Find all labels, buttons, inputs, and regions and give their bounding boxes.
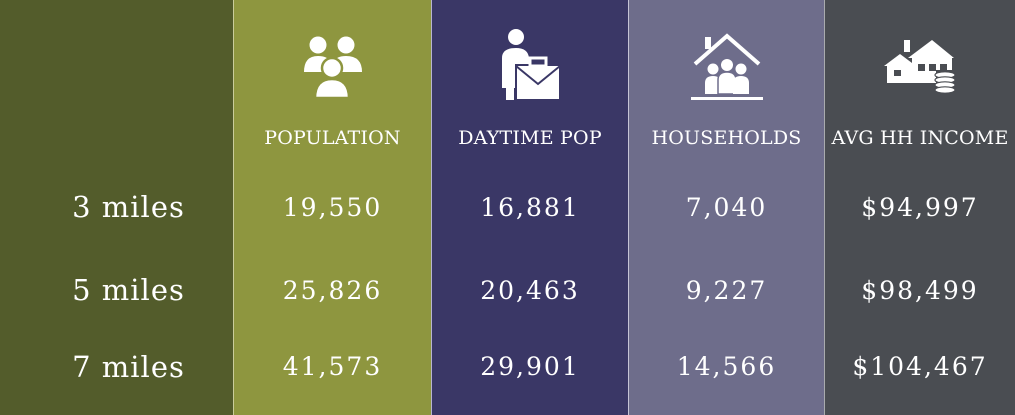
- households-column: HOUSEHOLDS 7,040 9,227 14,566: [628, 0, 824, 415]
- population-header: POPULATION: [264, 127, 401, 149]
- households-header: HOUSEHOLDS: [651, 127, 802, 149]
- daytime-pop-column: DAYTIME POP 16,881 20,463 29,901: [431, 0, 628, 415]
- households-3-miles: 7,040: [685, 193, 768, 222]
- house-family-icon: [629, 28, 824, 104]
- households-5-miles: 9,227: [685, 276, 768, 305]
- row-label-7-miles: 7 miles: [72, 350, 185, 384]
- avg-hh-income-column: AVG HH INCOME $94,997 $98,499 $104,467: [824, 0, 1015, 415]
- population-5-miles: 25,826: [282, 276, 383, 305]
- population-3-miles: 19,550: [282, 193, 383, 222]
- avg-hh-income-3-miles: $94,997: [861, 193, 979, 222]
- row-label-3-miles: 3 miles: [72, 190, 185, 224]
- radius-label-column: 3 miles 5 miles 7 miles: [0, 0, 233, 415]
- worker-briefcase-icon: [432, 28, 628, 104]
- avg-hh-income-5-miles: $98,499: [861, 276, 979, 305]
- people-group-icon: [234, 28, 431, 104]
- population-7-miles: 41,573: [282, 352, 383, 381]
- households-7-miles: 14,566: [676, 352, 777, 381]
- population-column: POPULATION 19,550 25,826 41,573: [233, 0, 431, 415]
- avg-hh-income-7-miles: $104,467: [852, 352, 988, 381]
- daytime-pop-3-miles: 16,881: [480, 193, 580, 222]
- house-coins-icon: [825, 28, 1015, 104]
- avg-hh-income-header: AVG HH INCOME: [831, 127, 1009, 149]
- row-label-5-miles: 5 miles: [72, 273, 185, 307]
- daytime-pop-header: DAYTIME POP: [458, 127, 602, 149]
- daytime-pop-5-miles: 20,463: [480, 276, 580, 305]
- daytime-pop-7-miles: 29,901: [480, 352, 580, 381]
